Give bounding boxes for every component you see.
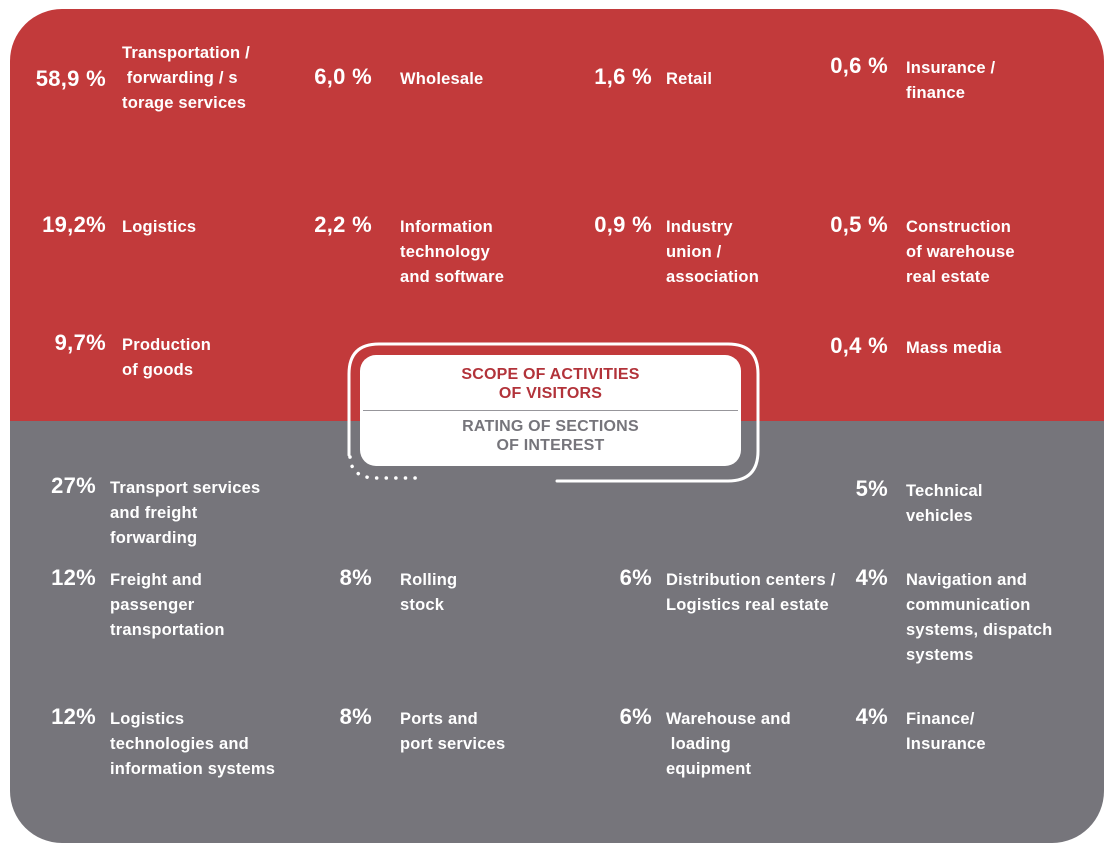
rating-stat-item: 4% Finance/ Insurance bbox=[816, 704, 986, 757]
category-label: Industry union / association bbox=[666, 218, 759, 286]
category-label: Construction of warehouse real estate bbox=[906, 218, 1015, 286]
scope-stat-item: 0,9 % Industry union / association bbox=[580, 212, 759, 290]
rating-stat-item: 5% Technical vehicles bbox=[816, 476, 983, 529]
percent-value: 27% bbox=[51, 473, 96, 498]
category-label: Warehouse and loading equipment bbox=[666, 710, 791, 778]
category-label: Transportation / forwarding / s torage s… bbox=[122, 44, 250, 112]
rating-stat-item: 12% Logistics technologies and informati… bbox=[18, 704, 275, 782]
scope-section-background bbox=[10, 9, 1104, 421]
scope-stat-item: 19,2% Logistics bbox=[20, 212, 196, 240]
percent-value: 6% bbox=[619, 565, 652, 590]
percent-value: 0,9 % bbox=[594, 212, 652, 237]
category-label: Finance/ Insurance bbox=[906, 710, 986, 753]
rating-stat-item: 8% Rolling stock bbox=[300, 565, 458, 618]
category-label: Production of goods bbox=[122, 336, 212, 379]
category-label: Wholesale bbox=[400, 70, 484, 88]
percent-value: 8% bbox=[339, 704, 372, 729]
percent-value: 12% bbox=[51, 704, 96, 729]
scope-stat-item: 0,4 % Mass media bbox=[816, 333, 1002, 361]
category-label: Distribution centers / Logistics real es… bbox=[666, 571, 836, 614]
callout-divider bbox=[363, 410, 738, 411]
percent-value: 1,6 % bbox=[594, 64, 652, 89]
scope-stat-item: 9,7% Production of goods bbox=[20, 330, 211, 383]
rating-stat-item: 6% Warehouse and loading equipment bbox=[580, 704, 791, 782]
rating-stat-item: 4% Navigation and communication systems,… bbox=[816, 565, 1053, 668]
category-label: Insurance / finance bbox=[906, 59, 996, 102]
percent-value: 6% bbox=[619, 704, 652, 729]
scope-stat-item: 58,9 % Transportation / forwarding / s t… bbox=[20, 41, 250, 116]
scope-stat-item: 0,5 % Construction of warehouse real est… bbox=[816, 212, 1015, 290]
scope-stat-item: 1,6 % Retail bbox=[580, 64, 712, 92]
category-label: Technical vehicles bbox=[906, 482, 983, 525]
percent-value: 58,9 % bbox=[35, 65, 106, 91]
percent-value: 4% bbox=[855, 565, 888, 590]
percent-value: 0,4 % bbox=[830, 333, 888, 358]
percent-value: 12% bbox=[51, 565, 96, 590]
rating-stat-item: 6% Distribution centers / Logistics real… bbox=[580, 565, 836, 618]
category-label: Rolling stock bbox=[400, 571, 458, 614]
rating-section-background bbox=[10, 421, 1104, 843]
callout-frame bbox=[347, 342, 760, 483]
category-label: Navigation and communication systems, di… bbox=[906, 571, 1053, 664]
category-label: Mass media bbox=[906, 339, 1002, 357]
center-callout: SCOPE OF ACTIVITIES OF VISITORS RATING O… bbox=[360, 355, 741, 466]
percent-value: 5% bbox=[855, 476, 888, 501]
callout-subtitle: RATING OF SECTIONS OF INTEREST bbox=[462, 418, 639, 454]
category-label: Information technology and software bbox=[400, 218, 505, 286]
category-label: Retail bbox=[666, 70, 713, 88]
callout-outline bbox=[347, 342, 760, 483]
percent-value: 0,6 % bbox=[830, 53, 888, 78]
scope-stat-item: 2,2 % Information technology and softwar… bbox=[300, 212, 504, 290]
category-label: Ports and port services bbox=[400, 710, 506, 753]
percent-value: 4% bbox=[855, 704, 888, 729]
dotted-connector bbox=[348, 455, 424, 480]
percent-value: 6,0 % bbox=[314, 64, 372, 89]
category-label: Logistics bbox=[122, 218, 197, 236]
percent-value: 2,2 % bbox=[314, 212, 372, 237]
percent-value: 19,2% bbox=[42, 212, 106, 237]
rating-stat-item: 12% Freight and passenger transportation bbox=[18, 565, 225, 643]
rating-stat-item: 8% Ports and port services bbox=[300, 704, 506, 757]
category-label: Transport services and freight forwardin… bbox=[110, 479, 261, 547]
scope-stat-item: 6,0 % Wholesale bbox=[300, 64, 483, 92]
callout-title: SCOPE OF ACTIVITIES OF VISITORS bbox=[461, 366, 640, 402]
category-label: Logistics technologies and information s… bbox=[110, 710, 276, 778]
percent-value: 9,7% bbox=[54, 330, 106, 355]
scope-stat-item: 0,6 % Insurance / finance bbox=[816, 53, 995, 106]
rounded-panel bbox=[10, 9, 1104, 843]
percent-value: 8% bbox=[339, 565, 372, 590]
percent-value: 0,5 % bbox=[830, 212, 888, 237]
category-label: Freight and passenger transportation bbox=[110, 571, 225, 639]
rating-stat-item: 27% Transport services and freight forwa… bbox=[18, 473, 260, 551]
